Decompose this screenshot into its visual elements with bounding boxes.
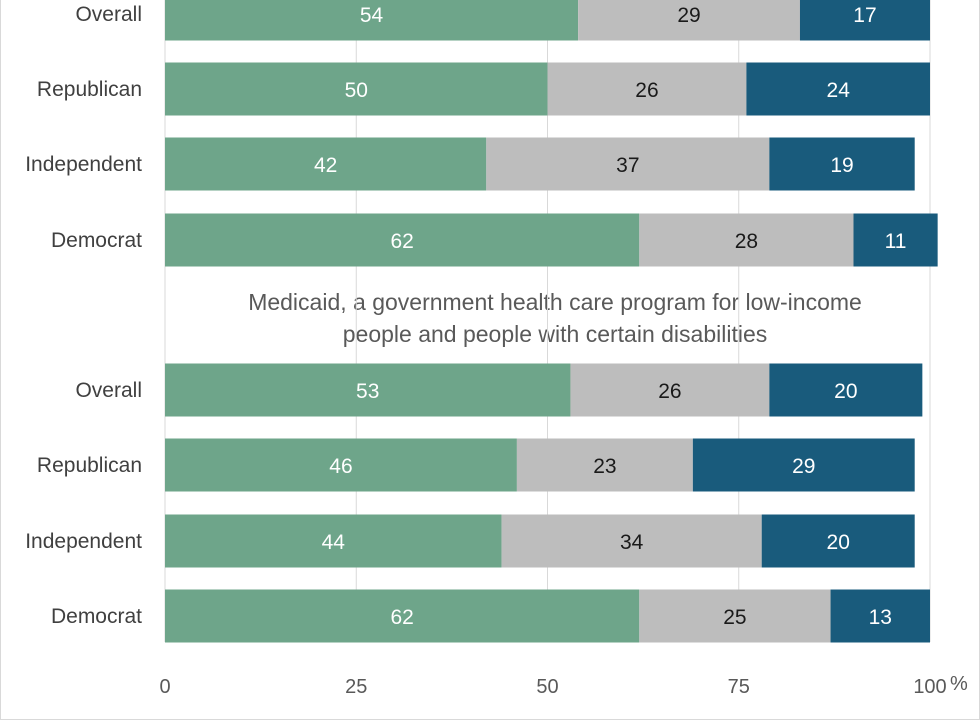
bar-segment-overall-2: [570, 363, 770, 417]
x-tick-label-100: 100: [913, 676, 946, 698]
data-label-republican-3: 29: [792, 455, 815, 478]
bar-segment-republican-3: [746, 62, 930, 116]
category-label-overall: Overall: [75, 3, 142, 26]
data-label-independent-3: 19: [830, 154, 853, 177]
bar-segment-independent-1: [165, 514, 502, 568]
data-label-republican-1: 50: [345, 79, 368, 102]
bar-segment-independent-1: [165, 137, 487, 191]
frame-left-border: [0, 0, 1, 720]
bar-segment-independent-2: [486, 137, 770, 191]
data-label-democrat-1: 62: [390, 230, 413, 253]
data-label-independent-1: 44: [322, 531, 346, 554]
bar-segment-democrat-2: [639, 589, 831, 643]
bar-segment-overall-2: [578, 0, 800, 41]
data-label-republican-1: 46: [329, 455, 352, 478]
data-label-independent-3: 20: [827, 531, 850, 554]
bar-segment-republican-1: [165, 62, 548, 116]
bar-segment-republican-2: [516, 438, 693, 492]
x-tick-label-25: 25: [345, 676, 367, 698]
medicaid-panel-title: Medicaid, a government health care progr…: [165, 286, 945, 350]
category-label-democrat: Democrat: [51, 605, 142, 628]
data-label-overall-3: 20: [834, 380, 857, 403]
data-label-republican-2: 26: [635, 79, 658, 102]
category-label-independent: Independent: [25, 530, 142, 553]
bar-segment-overall-1: [165, 0, 579, 41]
data-label-overall-2: 26: [658, 380, 681, 403]
data-label-overall-2: 29: [677, 4, 700, 27]
x-tick-label-75: 75: [728, 676, 750, 698]
medicaid-panel-title-line-2: people and people with certain disabilit…: [342, 321, 768, 347]
bar-segment-overall-3: [769, 363, 923, 417]
data-label-overall-1: 53: [356, 380, 379, 403]
bar-segment-independent-3: [769, 137, 915, 191]
data-label-overall-1: 54: [360, 4, 384, 27]
data-label-democrat-3: 11: [885, 230, 907, 253]
data-label-democrat-3: 13: [869, 606, 892, 629]
bar-segment-democrat-1: [165, 589, 640, 643]
bar-segment-democrat-1: [165, 213, 640, 267]
bar-segment-democrat-2: [639, 213, 854, 267]
bar-segment-independent-3: [761, 514, 915, 568]
category-label-republican: Republican: [37, 454, 142, 477]
bar-segment-independent-2: [501, 514, 762, 568]
bar-segment-overall-1: [165, 363, 571, 417]
data-label-overall-3: 17: [853, 4, 876, 27]
bar-segment-overall-3: [799, 0, 930, 41]
category-label-republican: Republican: [37, 78, 142, 101]
data-label-democrat-1: 62: [390, 606, 413, 629]
x-axis-unit-label: %: [950, 673, 968, 695]
bar-segment-republican-2: [547, 62, 747, 116]
bar-segment-republican-3: [692, 438, 915, 492]
x-tick-label-0: 0: [159, 676, 170, 698]
data-label-republican-3: 24: [827, 79, 851, 102]
data-label-independent-2: 34: [620, 531, 644, 554]
category-label-democrat: Democrat: [51, 229, 142, 252]
bar-segment-republican-1: [165, 438, 517, 492]
data-label-democrat-2: 28: [735, 230, 758, 253]
data-label-independent-2: 37: [616, 154, 639, 177]
category-label-overall: Overall: [75, 379, 142, 402]
medicaid-panel-title-line-1: Medicaid, a government health care progr…: [248, 289, 862, 315]
category-label-independent: Independent: [25, 153, 142, 176]
data-label-republican-2: 23: [593, 455, 616, 478]
bar-segment-democrat-3: [853, 213, 938, 267]
x-tick-label-50: 50: [536, 676, 558, 698]
data-label-independent-1: 42: [314, 154, 337, 177]
bar-segment-democrat-3: [830, 589, 930, 643]
data-label-democrat-2: 25: [723, 606, 746, 629]
